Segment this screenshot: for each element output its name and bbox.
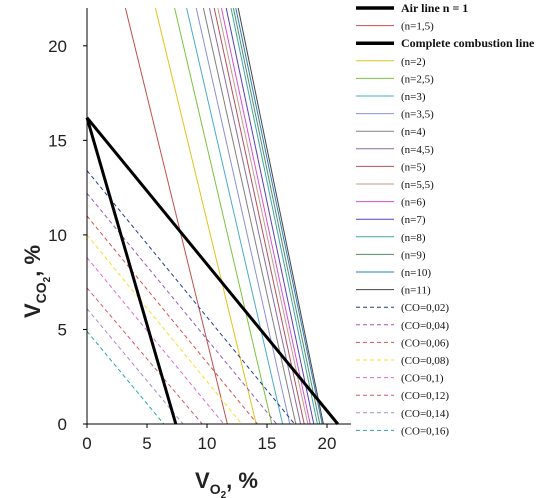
- legend-label-18: (CO=0,04): [401, 320, 449, 332]
- legend-label-14: (n=9): [401, 249, 426, 261]
- series-line-4: [174, 7, 273, 425]
- legend-label-20: (CO=0,08): [401, 355, 449, 367]
- legend-label-12: (n=7): [401, 214, 426, 226]
- legend: Air line n = 1 (n=1,5) Complete combustion…: [356, 1, 535, 437]
- legend-label-7: (n=4): [401, 126, 426, 138]
- series-line-10: [217, 7, 309, 425]
- x-tick-label: 5: [142, 434, 151, 453]
- legend-label-8: (n=4,5): [401, 144, 434, 156]
- series-line-3: [154, 7, 257, 425]
- legend-label-6: (n=3,5): [401, 109, 434, 121]
- legend-label-4: (n=2,5): [401, 73, 434, 85]
- series-line-9: [213, 7, 305, 425]
- series-line-6: [195, 7, 291, 425]
- legend-label-23: (CO=0,14): [401, 408, 449, 420]
- legend-label-15: (n=10): [401, 267, 431, 279]
- series-line-0: [85, 117, 178, 425]
- legend-label-17: (CO=0,02): [401, 302, 449, 314]
- series-line-20: [86, 234, 243, 425]
- y-axis-title: VCO2, %: [20, 245, 53, 318]
- legend-label-13: (n=8): [401, 232, 426, 244]
- series-line-13: [230, 7, 318, 425]
- series-line-5: [186, 7, 284, 425]
- legend-label-5: (n=3): [401, 91, 426, 103]
- legend-label-3: (n=2): [401, 56, 426, 68]
- series-line-22: [86, 287, 203, 425]
- legend-label-21: (CO=0,1): [401, 373, 444, 385]
- x-tick-label: 0: [82, 434, 91, 453]
- legend-label-22: (CO=0,12): [401, 390, 449, 402]
- series-line-11: [220, 7, 311, 425]
- axes: [83, 8, 351, 428]
- x-tick-label: 15: [258, 434, 277, 453]
- series-line-7: [202, 7, 297, 425]
- legend-label-16: (n=11): [401, 285, 431, 297]
- series-line-19: [86, 215, 258, 425]
- series-line-24: [86, 330, 165, 425]
- series-line-18: [86, 192, 277, 425]
- series-line-17: [86, 170, 295, 425]
- tick-labels: 0 5 10 15 20 0 5 10 15 20: [48, 37, 336, 453]
- series-line-12: [225, 7, 315, 425]
- series-line-23: [86, 308, 184, 425]
- series-line-8: [208, 7, 302, 425]
- y-tick-label: 5: [58, 320, 67, 339]
- series-line-15: [235, 7, 323, 425]
- x-axis-title: VO2, %: [195, 468, 258, 498]
- series-line-2: [85, 116, 339, 425]
- legend-label-1: (n=1,5): [401, 21, 434, 33]
- plot-lines: [85, 7, 339, 425]
- series-line-16: [237, 7, 324, 425]
- series-line-14: [232, 7, 321, 425]
- series-line-21: [86, 257, 225, 425]
- legend-label-19: (CO=0,06): [401, 337, 449, 349]
- y-tick-label: 15: [48, 131, 67, 150]
- x-tick-label: 10: [198, 434, 217, 453]
- legend-label-10: (n=5,5): [401, 179, 434, 191]
- series-line-1: [124, 7, 228, 425]
- legend-label-2: Complete combustion line: [401, 36, 535, 50]
- legend-label-0: Air line n = 1: [401, 1, 468, 15]
- y-tick-label: 0: [58, 415, 67, 434]
- y-tick-label: 10: [48, 226, 67, 245]
- legend-label-9: (n=5): [401, 161, 426, 173]
- legend-label-24: (CO=0,16): [401, 425, 449, 437]
- y-tick-label: 20: [48, 37, 67, 56]
- legend-label-11: (n=6): [401, 197, 426, 209]
- x-tick-label: 20: [318, 434, 337, 453]
